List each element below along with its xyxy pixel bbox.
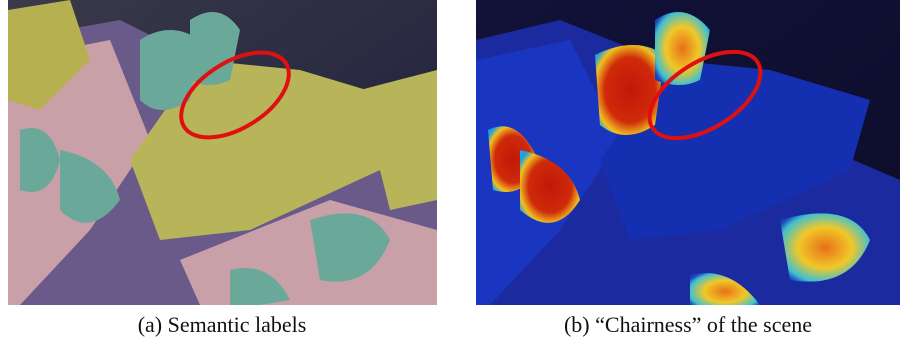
semantic-image	[8, 0, 437, 310]
chairness-image	[476, 0, 900, 310]
figure: (a) Semantic labels (b) “Chairness” of t…	[0, 0, 902, 349]
caption: (a) Semantic labels	[138, 312, 307, 337]
caption: (b) “Chairness” of the scene	[564, 312, 812, 337]
